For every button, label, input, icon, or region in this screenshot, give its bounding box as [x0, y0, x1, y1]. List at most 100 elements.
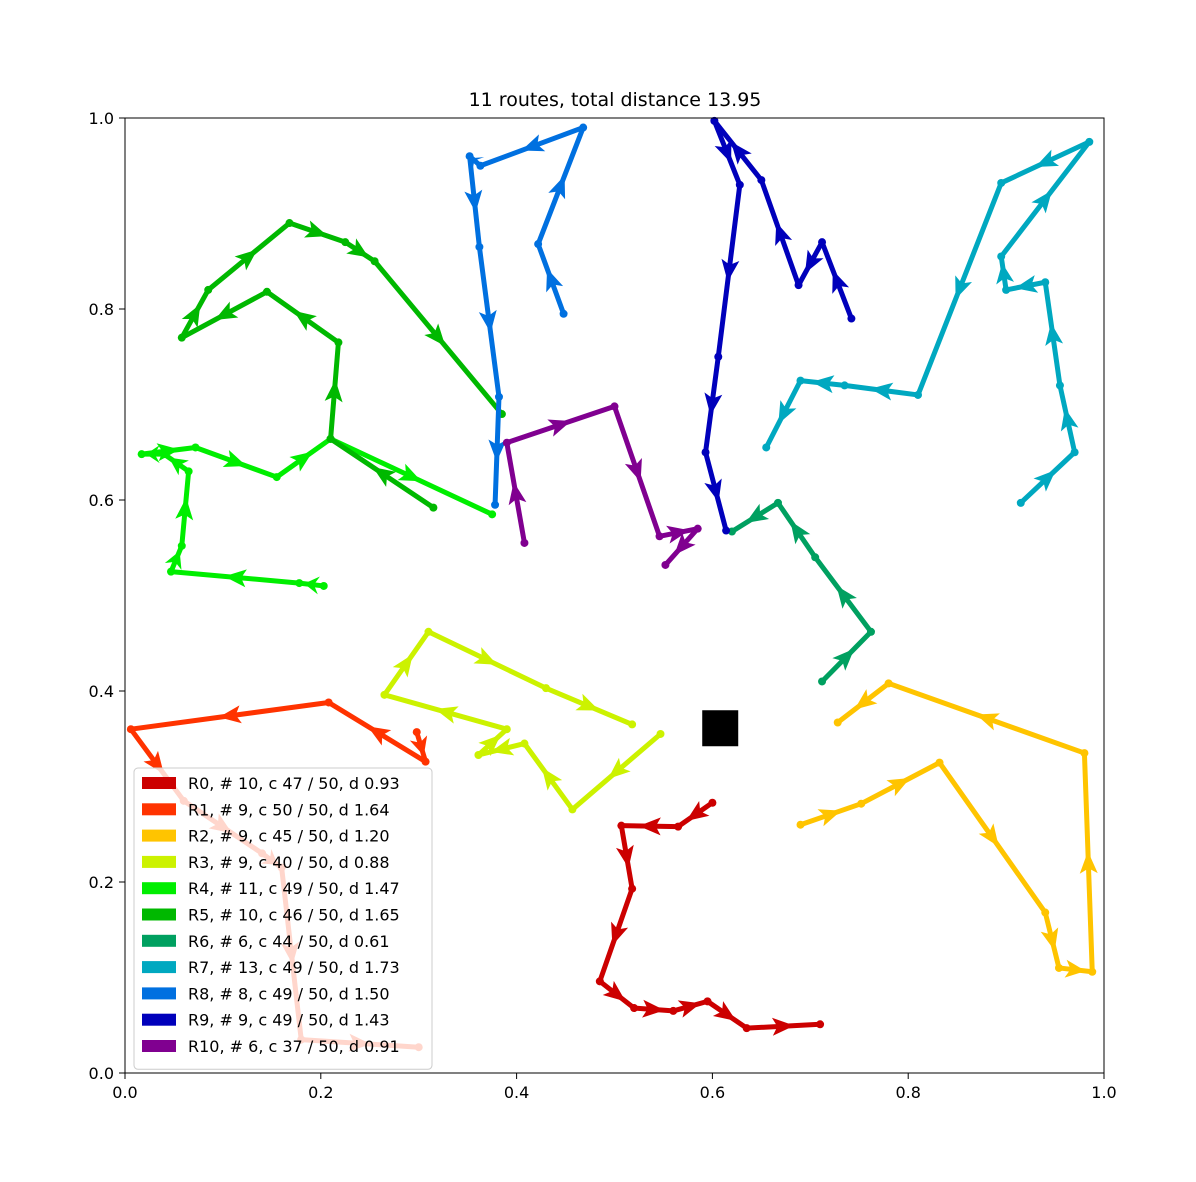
route-stop-point: [488, 510, 497, 519]
route-arrow: [409, 735, 428, 756]
legend-label: R0, # 10, c 47 / 50, d 0.93: [188, 774, 400, 793]
route-stop-point: [541, 684, 550, 693]
route-arrow: [548, 175, 566, 200]
route-arrow: [832, 270, 850, 294]
route-stop-point: [710, 116, 719, 125]
route-arrow: [289, 451, 313, 472]
legend-swatch: [142, 1013, 176, 1026]
legend-swatch: [142, 803, 176, 816]
route-arrow: [870, 382, 894, 401]
route-stop-point: [412, 728, 421, 737]
legend-swatch: [142, 987, 176, 1000]
route-arrow: [508, 482, 527, 506]
legend-swatch: [142, 961, 176, 974]
route-arrow: [304, 576, 320, 595]
route-stop-point: [502, 725, 511, 734]
route-stop-point: [491, 500, 500, 509]
route-stop-point: [177, 541, 186, 550]
route-r4: [137, 434, 497, 595]
route-stop-point: [628, 884, 637, 893]
route-stop-point: [735, 180, 744, 189]
route-arrow: [836, 585, 857, 609]
route-arrow: [811, 375, 835, 394]
route-arrow: [704, 392, 723, 416]
route-arrow: [1064, 959, 1086, 978]
route-stop-point: [997, 178, 1006, 187]
route-stop-point: [465, 152, 474, 161]
y-tick-label: 0.2: [89, 873, 114, 892]
legend-label: R7, # 13, c 49 / 50, d 1.73: [188, 958, 400, 977]
route-arrow: [224, 569, 247, 588]
legend-label: R8, # 8, c 49 / 50, d 1.50: [188, 984, 390, 1003]
route-stop-point: [559, 309, 568, 318]
route-stop-point: [757, 176, 766, 185]
y-tick-label: 1.0: [89, 109, 114, 128]
route-arrow: [714, 139, 732, 164]
route-stop-point: [655, 532, 664, 541]
route-arrow: [976, 713, 1000, 731]
route-arrow: [372, 467, 397, 487]
route-arrow: [712, 1001, 737, 1021]
route-stop-point: [126, 725, 135, 734]
route-arrow: [473, 647, 498, 665]
route-arrow: [234, 249, 258, 271]
route-stop-point: [319, 581, 328, 590]
route-arrow: [1033, 470, 1056, 492]
route-arrow: [575, 693, 600, 711]
route-arrow: [978, 823, 999, 847]
route-stop-point: [818, 677, 827, 686]
route-r0: [595, 798, 825, 1036]
route-arrow: [674, 532, 696, 556]
legend-box: [133, 767, 433, 1070]
route-arrow: [367, 726, 392, 746]
route-arrow: [704, 478, 722, 503]
route-stop-point: [796, 820, 805, 829]
route-arrow: [624, 458, 642, 482]
route-arrow: [324, 379, 343, 403]
route-arrow: [293, 310, 317, 331]
route-stop-point: [184, 467, 193, 476]
route-arrow: [996, 263, 1015, 285]
route-stop-point: [204, 285, 213, 294]
legend-label: R9, # 9, c 49 / 50, d 1.43: [188, 1011, 390, 1030]
route-arrow: [1040, 927, 1059, 951]
route-stop-point: [762, 443, 771, 452]
route-stop-point: [1041, 908, 1050, 917]
route-arrow: [547, 419, 572, 437]
route-stop-point: [502, 438, 511, 447]
route-stop-point: [742, 1024, 751, 1033]
legend-swatch: [142, 882, 176, 895]
route-arrow: [478, 309, 497, 333]
route-stop-point: [840, 381, 849, 390]
route-stop-point: [997, 252, 1006, 261]
x-tick-label: 0.0: [112, 1083, 137, 1102]
route-stop-point: [295, 579, 304, 588]
route-arrow: [169, 457, 189, 476]
route-arrow: [181, 304, 201, 328]
y-tick-label: 0.4: [89, 682, 114, 701]
legend: R0, # 10, c 47 / 50, d 0.93 R1, # 9, c 50…: [133, 767, 433, 1070]
route-stop-point: [1002, 285, 1011, 294]
legend-label: R3, # 9, c 40 / 50, d 0.88: [188, 853, 390, 872]
route-r7: [762, 137, 1094, 507]
depot-layer: [702, 710, 739, 747]
route-arrow: [745, 503, 770, 524]
route-stop-point: [656, 729, 665, 738]
depot-marker: [702, 710, 739, 747]
route-stop-point: [334, 338, 343, 347]
route-stop-point: [191, 443, 200, 452]
y-tick-label: 0.0: [89, 1064, 114, 1083]
route-stop-point: [476, 161, 485, 170]
x-tick-label: 1.0: [1091, 1083, 1116, 1102]
route-arrow: [1035, 149, 1060, 168]
route-arrow: [521, 134, 546, 152]
x-tick-label: 0.4: [504, 1083, 529, 1102]
route-r5: [177, 219, 506, 512]
route-arrow: [638, 817, 661, 836]
route-stop-point: [429, 503, 438, 512]
route-stop-point: [935, 758, 944, 767]
route-r9: [701, 116, 856, 535]
route-arrow: [218, 705, 242, 724]
route-stop-point: [474, 750, 483, 759]
